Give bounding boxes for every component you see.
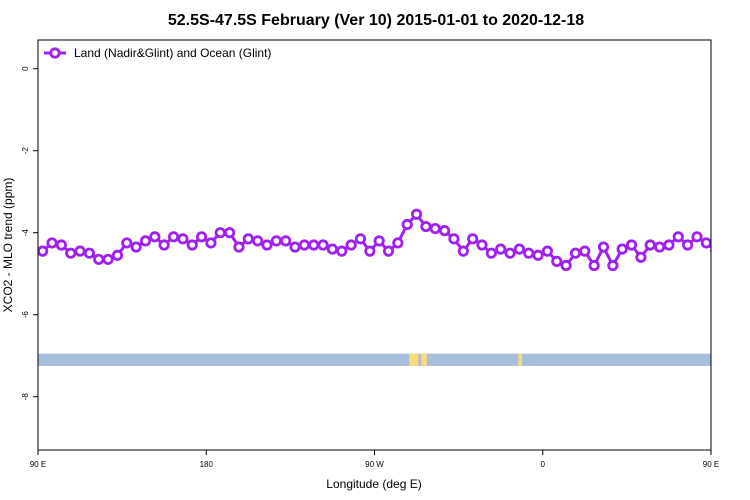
data-point <box>588 259 600 272</box>
x-tick-label: 180 <box>200 460 214 469</box>
data-point <box>38 245 49 257</box>
land-segment <box>409 353 419 366</box>
data-point <box>308 239 320 251</box>
series-layer <box>38 208 711 272</box>
data-point <box>83 247 96 259</box>
data-point <box>102 253 114 265</box>
data-point <box>252 235 264 247</box>
legend: Land (Nadir&Glint) and Ocean (Glint) <box>44 46 271 60</box>
data-point <box>280 235 292 247</box>
legend-label: Land (Nadir&Glint) and Ocean (Glint) <box>74 46 271 60</box>
background-band <box>38 353 711 366</box>
data-point <box>560 259 572 272</box>
data-point <box>382 245 395 257</box>
data-point <box>420 220 432 233</box>
data-point <box>261 239 273 251</box>
data-point <box>289 241 301 253</box>
y-tick-label: 0 <box>21 66 30 71</box>
legend-marker <box>49 47 61 59</box>
data-point <box>579 245 591 257</box>
data-point <box>205 237 217 249</box>
y-tick-label: -2 <box>21 147 30 155</box>
data-point <box>345 239 357 251</box>
y-axis-label: XCO2 - MLO trend (ppm) <box>1 178 15 313</box>
y-tick-label: -6 <box>21 311 30 319</box>
data-point <box>270 235 282 247</box>
chart-title: 52.5S-47.5S February (Ver 10) 2015-01-01… <box>168 12 584 29</box>
data-point <box>644 239 656 251</box>
data-point <box>55 239 67 251</box>
data-point <box>700 237 711 249</box>
data-point <box>298 239 310 251</box>
data-point <box>504 247 516 259</box>
data-point <box>410 208 423 220</box>
data-point <box>74 245 86 257</box>
data-point <box>242 233 254 245</box>
data-point <box>616 243 628 255</box>
data-point <box>513 243 525 255</box>
data-point <box>336 245 348 257</box>
data-point <box>682 239 694 251</box>
data-point <box>523 247 535 259</box>
data-point <box>186 239 198 251</box>
data-point <box>653 241 666 253</box>
x-axis: 90 E 180 90 W 0 90 E <box>30 450 719 469</box>
data-point <box>373 235 385 247</box>
land-segment <box>421 353 427 366</box>
data-point <box>317 239 329 251</box>
data-point <box>326 243 339 255</box>
data-point <box>214 227 226 239</box>
data-point <box>495 243 507 255</box>
data-point <box>672 231 684 243</box>
data-point <box>224 227 236 239</box>
land-segment <box>518 353 523 366</box>
data-point <box>457 245 469 257</box>
data-point <box>401 218 413 231</box>
x-tick-label: 90 E <box>30 460 46 469</box>
data-point <box>111 249 124 261</box>
data-point <box>448 233 460 245</box>
data-point <box>541 245 554 257</box>
ocean-band <box>38 353 711 366</box>
y-tick-label: -8 <box>21 393 30 401</box>
data-point <box>485 247 497 259</box>
data-point <box>158 239 170 251</box>
data-point <box>439 225 451 237</box>
data-point <box>167 231 180 243</box>
x-tick-label: 0 <box>541 460 546 469</box>
data-point <box>663 239 675 251</box>
data-point <box>177 233 189 245</box>
data-point <box>429 223 441 235</box>
data-point <box>569 247 582 259</box>
data-point <box>354 233 367 245</box>
data-point <box>467 233 479 245</box>
x-axis-label: Longitude (deg E) <box>326 477 421 491</box>
x-tick-label: 90 W <box>365 460 384 469</box>
data-point <box>607 259 619 272</box>
data-point <box>233 241 245 253</box>
data-point <box>121 237 133 249</box>
data-point <box>691 231 703 243</box>
data-point <box>476 239 488 251</box>
data-point <box>532 249 544 261</box>
y-tick-label: -4 <box>21 229 30 237</box>
data-point <box>364 245 376 257</box>
data-point <box>635 251 647 263</box>
data-point <box>46 237 58 249</box>
data-point <box>93 253 105 265</box>
data-point <box>65 247 77 259</box>
data-point <box>551 255 563 267</box>
x-tick-label: 90 E <box>703 460 719 469</box>
data-point <box>597 241 610 253</box>
data-point <box>149 231 161 243</box>
data-point <box>195 231 208 243</box>
data-point <box>392 237 404 249</box>
y-axis: 0 -2 -4 -6 -8 <box>21 66 38 400</box>
data-point <box>130 241 142 253</box>
data-point <box>139 235 152 247</box>
data-point <box>625 239 638 251</box>
